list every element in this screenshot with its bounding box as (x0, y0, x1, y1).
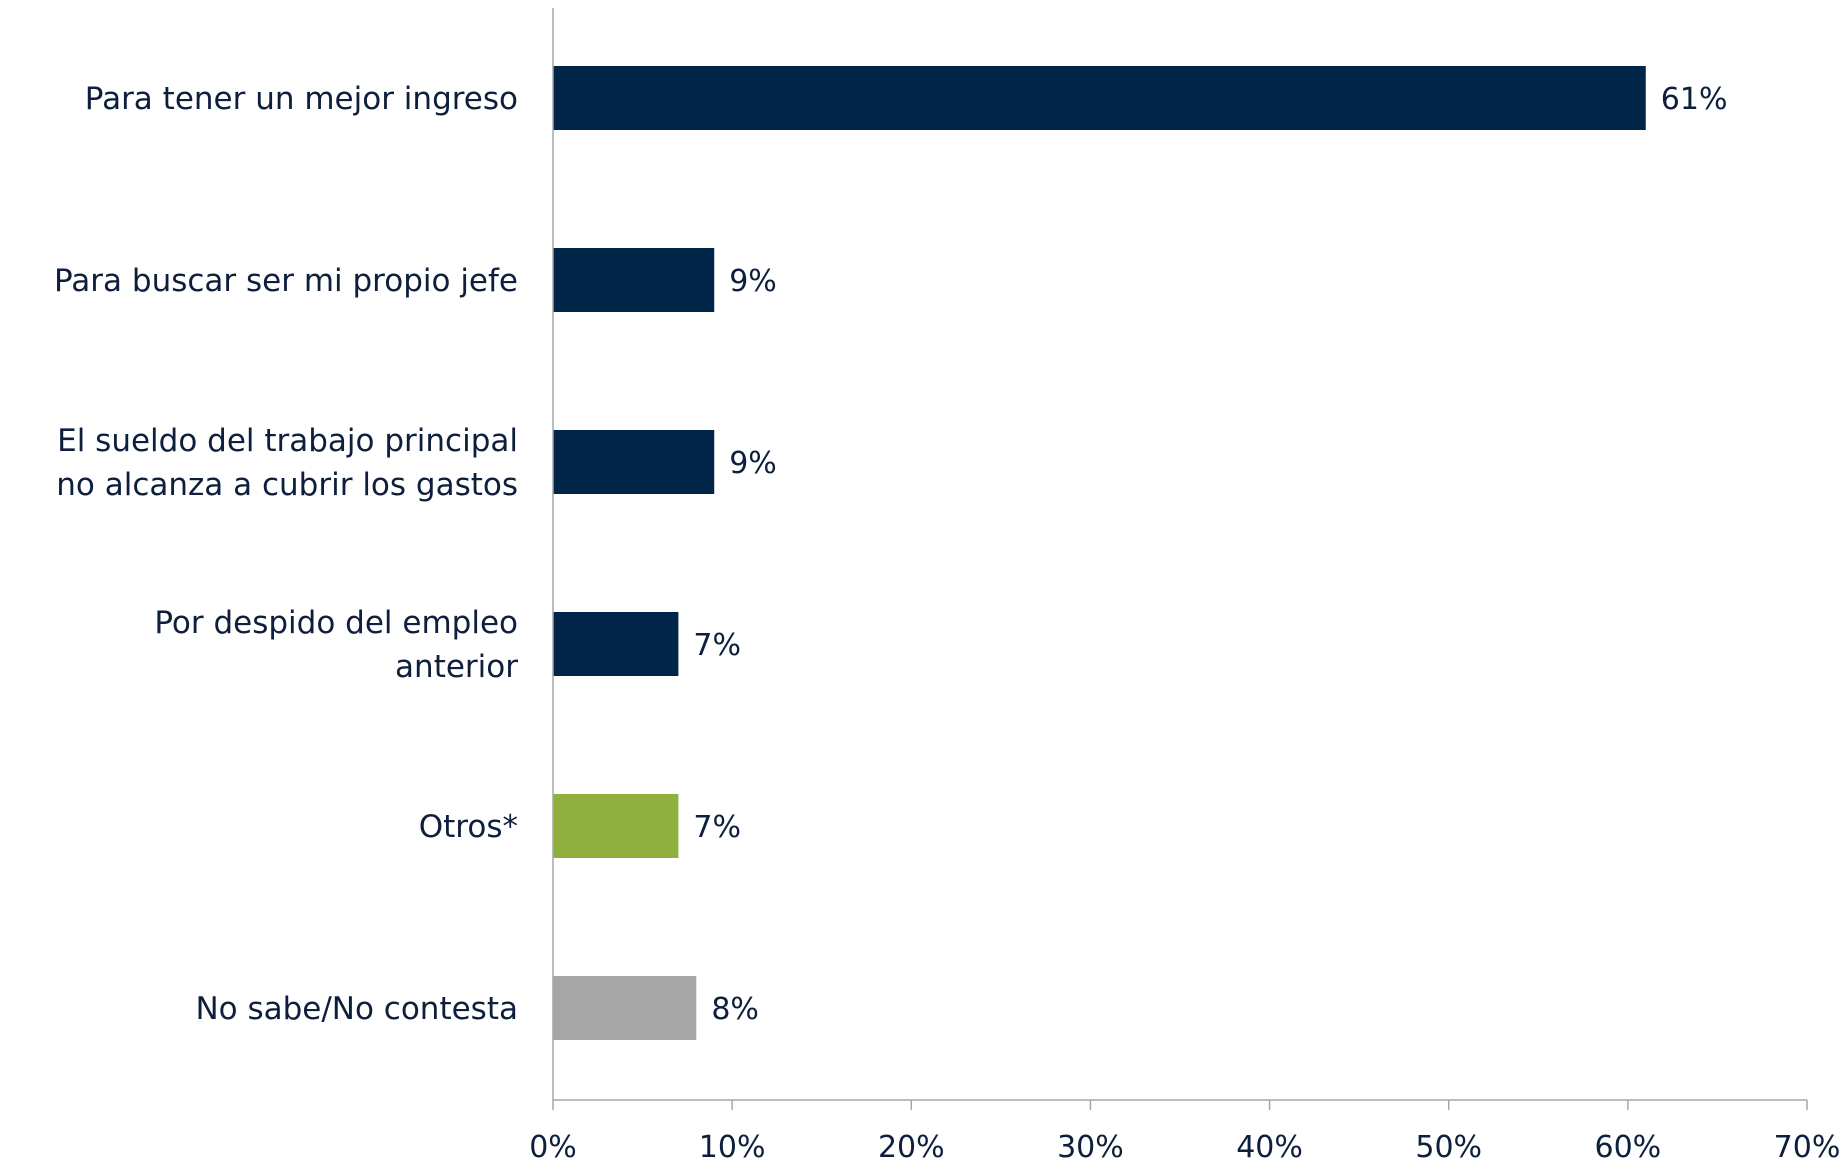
x-tick-label: 70% (1774, 1130, 1841, 1158)
category-label: El sueldo del trabajo principal no alcanz… (56, 423, 518, 503)
data-label: 7% (693, 628, 741, 663)
bar (553, 430, 715, 494)
category-label-line: No sabe/No contesta (195, 991, 518, 1027)
category-label-line: Por despido del empleo (154, 605, 518, 641)
x-tick-label: 50% (1415, 1130, 1482, 1158)
category-label: Para tener un mejor ingreso (85, 81, 518, 117)
data-label: 9% (729, 264, 777, 299)
bar (553, 248, 715, 312)
x-tick-label: 40% (1236, 1130, 1303, 1158)
x-tick-label: 10% (699, 1130, 766, 1158)
category-label: Para buscar ser mi propio jefe (54, 263, 518, 299)
x-tick-label: 20% (878, 1130, 945, 1158)
bar (553, 612, 679, 676)
category-label: Otros* (419, 809, 518, 845)
category-label-line: anterior (395, 649, 518, 685)
category-label-line: no alcanza a cubrir los gastos (56, 467, 518, 503)
data-label: 7% (693, 810, 741, 845)
bar (553, 66, 1646, 130)
data-label: 9% (729, 446, 777, 481)
data-label: 61% (1661, 82, 1728, 117)
data-label: 8% (711, 992, 759, 1027)
x-tick-label: 60% (1595, 1130, 1662, 1158)
category-label-line: Para tener un mejor ingreso (85, 81, 518, 117)
labels: 61% Para tener un mejor ingreso 9% Para bus… (54, 81, 1727, 1027)
category-label-line: El sueldo del trabajo principal (57, 423, 518, 459)
x-tick-label: 30% (1057, 1130, 1124, 1158)
bars (553, 66, 1646, 1040)
category-label-line: Otros* (419, 809, 518, 845)
bar (553, 976, 697, 1040)
bar (553, 794, 679, 858)
axes: 0% 10% 20% 30% 40% 50% 60% 70% (529, 8, 1840, 1158)
category-label: No sabe/No contesta (195, 991, 518, 1027)
x-tick-label: 0% (529, 1130, 577, 1158)
category-label-line: Para buscar ser mi propio jefe (54, 263, 518, 299)
category-label: Por despido del empleo anterior (154, 605, 518, 685)
